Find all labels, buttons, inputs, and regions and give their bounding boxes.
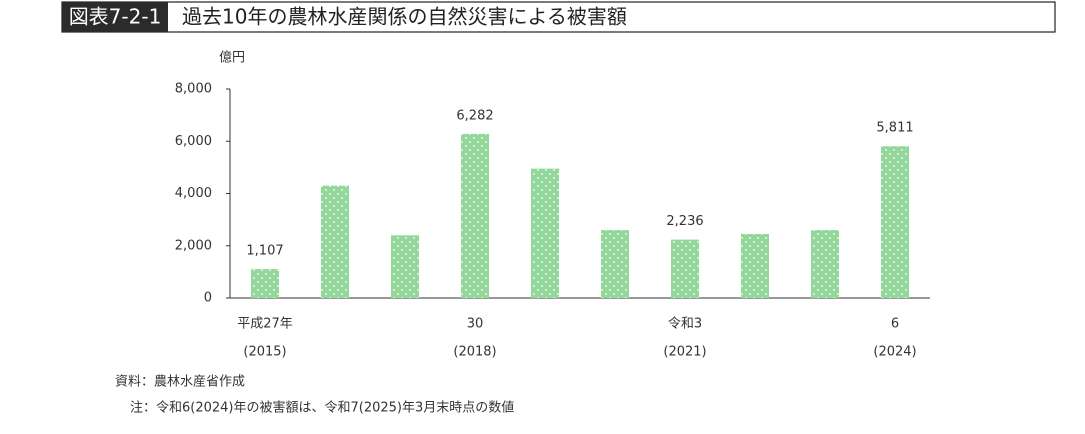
- bar: [881, 146, 909, 298]
- value-label: 1,107: [246, 244, 283, 259]
- y-unit: 億円: [219, 50, 245, 66]
- x-tick-sublabel: (2021): [663, 345, 706, 360]
- y-tick-label: 8,000: [175, 82, 212, 97]
- y-tick-label: 6,000: [175, 134, 212, 149]
- bar: [391, 235, 419, 298]
- x-tick-label: 平成27年: [237, 317, 293, 332]
- x-tick-sublabel: (2015): [243, 345, 286, 360]
- source: 資料：農林水産省作成: [115, 374, 245, 390]
- x-tick-label: 6: [891, 317, 899, 332]
- bar: [741, 233, 769, 298]
- bar: [251, 269, 279, 298]
- title-frame: [61, 1, 1056, 33]
- figure-label: 図表7-2-1: [69, 5, 162, 29]
- bar: [671, 239, 699, 298]
- y-tick-label: 2,000: [175, 238, 212, 253]
- value-label: 2,236: [666, 214, 703, 229]
- bar: [531, 168, 559, 298]
- bar: [461, 133, 489, 298]
- x-tick-label: 令和3: [668, 317, 702, 332]
- x-tick-sublabel: (2018): [453, 345, 496, 360]
- value-label: 6,282: [456, 108, 493, 123]
- x-tick-label: 30: [467, 317, 484, 332]
- y-tick-label: 4,000: [175, 186, 212, 201]
- bar: [321, 185, 349, 298]
- chart-title: 過去10年の農林水産関係の自然災害による被害額: [182, 5, 627, 29]
- x-tick-sublabel: (2024): [873, 345, 916, 360]
- value-label: 5,811: [876, 121, 913, 136]
- bar: [601, 230, 629, 298]
- figure-label-box: [62, 2, 168, 32]
- y-tick-label: 0: [204, 291, 212, 306]
- note: 注：令和6(2024)年の被害額は、令和7(2025)年3月末時点の数値: [130, 400, 514, 416]
- bar: [811, 230, 839, 298]
